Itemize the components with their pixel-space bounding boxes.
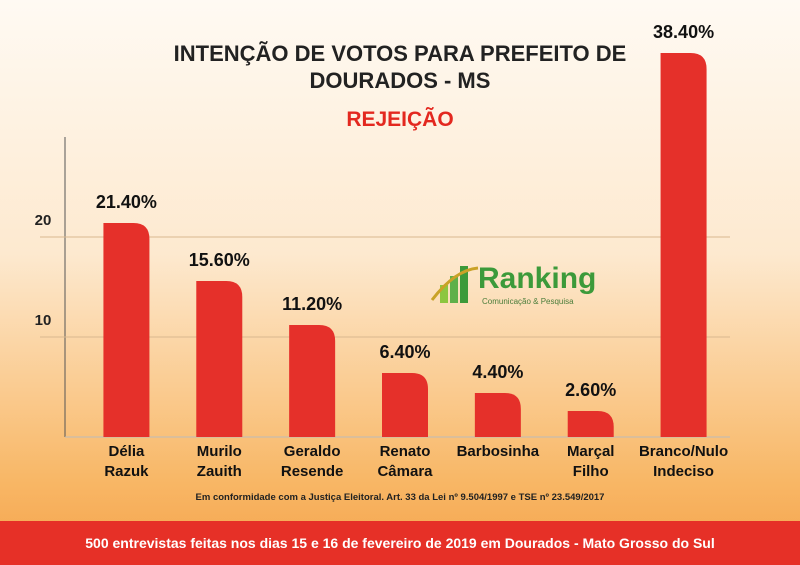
value-label: 21.40% [95,192,157,212]
bar [474,393,521,437]
note: Em conformidade com a Justiça Eleitoral.… [195,492,605,503]
bar [660,53,707,437]
chart-title: INTENÇÃO DE VOTOS PARA PREFEITO DE DOURA… [173,41,627,93]
value-label: 4.40% [472,362,524,382]
x-tick-label: Branco/Nulo Indeciso [638,443,729,480]
bar [103,223,150,437]
y-tick-label: 20 [35,212,52,229]
x-tick-label: Délia Razuk [104,443,149,480]
x-tick-label: Geraldo Resende [280,443,344,480]
value-label: 2.60% [565,380,617,400]
value-label: 11.20% [282,294,343,314]
footer: 500 entrevistas feitas nos dias 15 e 16 … [0,521,800,565]
logo-name: Ranking [478,262,597,295]
x-tick-label: Murilo Zauith [196,443,242,480]
x-tick-label: Renato Câmara [377,443,433,480]
value-label: 15.60% [188,250,250,270]
bar [289,325,336,437]
bar [382,373,428,437]
value-label: 38.40% [653,22,715,42]
chart-subtitle: REJEIÇÃO [346,108,454,131]
bar [196,281,243,437]
logo-tagline: Comunicação & Pesquisa [482,297,574,306]
x-tick-label: Marçal Filho [566,443,615,480]
bar [567,411,614,437]
logo-icon [430,266,479,303]
x-tick-label: Barbosinha [456,443,540,460]
value-label: 6.40% [379,342,431,362]
y-tick-label: 10 [35,312,52,329]
